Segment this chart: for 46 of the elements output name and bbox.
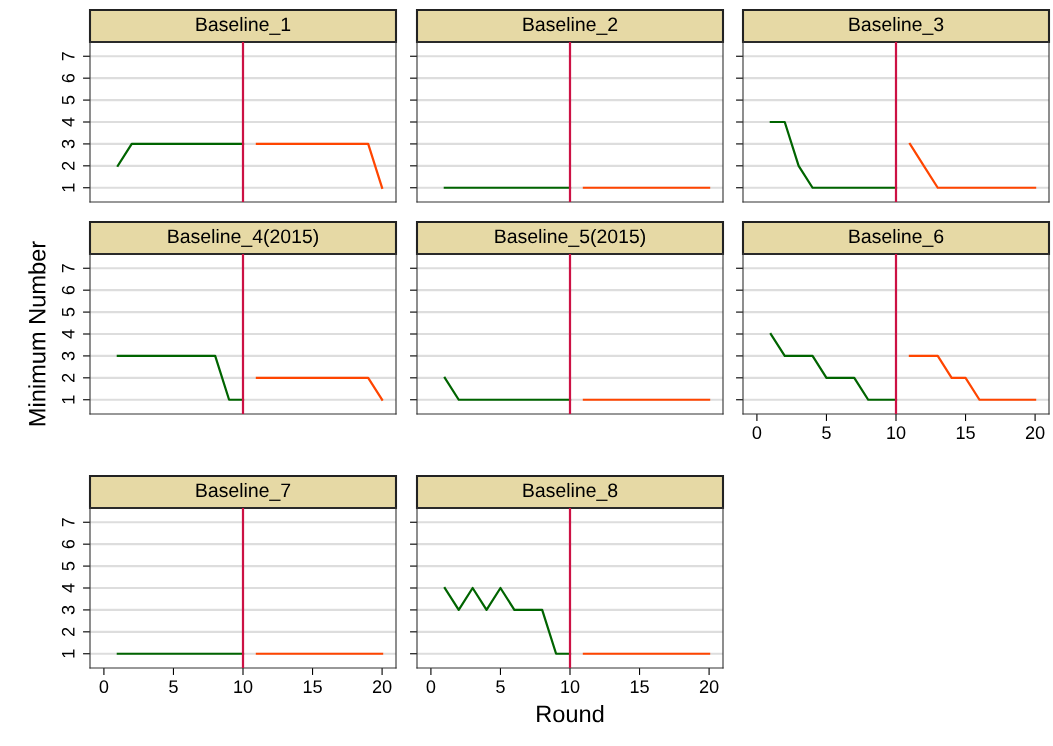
y-tick-label: 2 <box>61 373 75 382</box>
y-tick-label: 3 <box>61 605 75 615</box>
y-tick-label: 1 <box>62 183 75 192</box>
chart-title: Baseline_7 <box>196 482 291 501</box>
y-tick-label: 3 <box>61 351 75 361</box>
chart-title: Baseline_1 <box>196 16 291 35</box>
chart-title: Baseline_2 <box>523 16 618 35</box>
y-tick-label: 5 <box>62 95 75 105</box>
y-tick-label: 5 <box>62 307 75 317</box>
y-tick-label: 2 <box>61 161 75 170</box>
y-tick-label: 7 <box>62 52 75 61</box>
y-tick-label: 6 <box>61 73 75 83</box>
chart-title: Baseline_4(2015) <box>168 228 319 248</box>
x-tick-label: 15 <box>303 680 322 694</box>
x-axis-title: Round <box>537 704 604 723</box>
x-tick-label: 0 <box>752 426 762 440</box>
y-tick-label: 4 <box>62 329 75 339</box>
x-tick-label: 20 <box>372 680 392 694</box>
y-tick-label: 7 <box>62 518 75 527</box>
y-tick-label: 3 <box>61 139 75 149</box>
x-tick-label: 0 <box>99 680 109 694</box>
y-tick-label: 4 <box>62 117 75 127</box>
x-tick-label: 15 <box>630 680 649 694</box>
y-tick-label: 6 <box>61 539 75 549</box>
x-tick-label: 20 <box>699 680 719 694</box>
y-tick-label: 1 <box>62 649 75 658</box>
y-tick-label: 5 <box>62 561 75 571</box>
x-tick-label: 5 <box>496 680 505 694</box>
chart-title: Baseline_3 <box>849 16 944 35</box>
x-tick-label: 0 <box>426 680 436 694</box>
y-tick-label: 4 <box>62 583 75 593</box>
chart-title: Baseline_5(2015) <box>495 228 646 248</box>
x-tick-label: 20 <box>1025 426 1045 440</box>
x-tick-label: 10 <box>561 680 580 694</box>
y-tick-label: 1 <box>62 395 75 404</box>
y-tick-label: 2 <box>61 627 75 636</box>
y-axis-title: Minimum Number <box>28 241 46 426</box>
x-tick-label: 10 <box>234 680 253 694</box>
y-tick-label: 6 <box>61 285 75 295</box>
chart-title: Baseline_6 <box>849 228 944 247</box>
x-tick-label: 10 <box>887 426 906 440</box>
x-tick-label: 15 <box>956 426 975 440</box>
y-tick-label: 7 <box>62 264 75 273</box>
x-tick-label: 5 <box>169 680 178 694</box>
x-tick-label: 5 <box>822 426 831 440</box>
chart-title: Baseline_8 <box>523 482 618 501</box>
